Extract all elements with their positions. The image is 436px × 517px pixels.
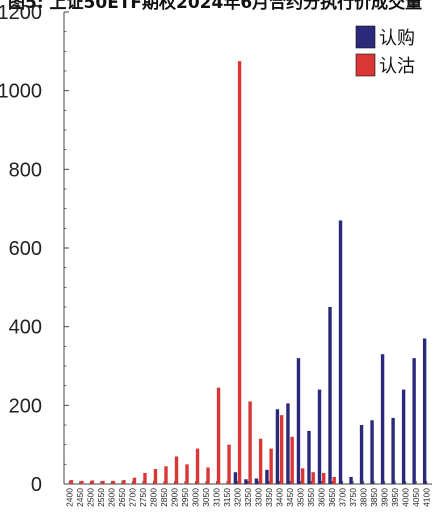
put-bar (300, 468, 305, 484)
put-bar (237, 61, 242, 485)
call-bar (422, 338, 427, 484)
x-tick-label: 4050 (411, 488, 421, 507)
x-tick-label: 2450 (75, 488, 85, 507)
x-tick-label: 3000 (190, 488, 200, 507)
put-bar (258, 438, 263, 484)
call-bar (254, 478, 259, 484)
call-bar (338, 220, 343, 484)
x-tick-label: 3350 (264, 488, 274, 507)
put-bar (227, 444, 231, 484)
x-tick-label: 2550 (96, 488, 106, 507)
x-tick-label: 3050 (201, 488, 211, 507)
put-bar (174, 456, 179, 484)
call-bar (244, 479, 248, 484)
x-tick-label: 3150 (222, 488, 232, 507)
put-bar (248, 401, 252, 484)
x-tick-label: 3700 (338, 488, 348, 507)
y-tick-label: 1200 (0, 2, 42, 24)
call-bar (286, 403, 290, 484)
x-tick-label: 2500 (85, 488, 95, 507)
call-bar (233, 472, 238, 484)
put-bar (80, 480, 84, 484)
x-tick-label: 2750 (138, 488, 148, 507)
legend-swatch (355, 25, 376, 49)
x-tick-label: 3800 (359, 488, 369, 507)
call-bar (359, 425, 364, 484)
x-tick-label: 3200 (232, 488, 242, 507)
x-tick-label: 2650 (117, 488, 127, 507)
call-bar (328, 307, 332, 484)
put-bar (311, 472, 315, 484)
y-tick-label: 1000 (0, 81, 42, 103)
call-bar (275, 409, 280, 484)
legend-label: 认沽 (379, 56, 415, 77)
chart-axes: 0 200 400 600 800 1000 1200 2400 2450 2500 2550 260… (0, 2, 432, 507)
call-bar (370, 420, 374, 484)
y-tick-label: 400 (9, 317, 42, 339)
x-tick-label: 3600 (317, 488, 327, 507)
put-bar (322, 472, 326, 484)
x-tick-label: 2400 (64, 488, 74, 507)
x-tick-label: 2800 (148, 488, 158, 507)
put-bar (101, 480, 105, 484)
call-bar (317, 389, 322, 484)
call-bar (265, 469, 269, 484)
x-tick-label: 2600 (106, 488, 116, 507)
x-tick-label: 2900 (169, 488, 179, 507)
put-bar (132, 477, 137, 484)
x-tick-label: 2700 (127, 488, 137, 507)
put-bar (269, 448, 273, 484)
call-bar (401, 389, 406, 484)
y-tick-label: 800 (9, 159, 42, 181)
x-tick-label: 3750 (348, 488, 358, 507)
put-bar (111, 480, 116, 484)
x-tick-label: 3950 (390, 488, 400, 507)
chart-title: 图5: 上证50ETF期权2024年6月合约分执行价成交量 (8, 0, 422, 13)
x-tick-label: 3100 (211, 488, 221, 507)
put-bar (122, 480, 126, 484)
legend-swatch (355, 53, 376, 77)
put-bar (290, 436, 294, 484)
y-tick-label: 200 (9, 395, 42, 417)
put-bar (279, 415, 284, 484)
put-bar (164, 466, 168, 484)
call-bar (307, 430, 311, 484)
put-bar (216, 387, 221, 484)
put-bar (195, 448, 200, 484)
put-bar (143, 472, 147, 484)
call-bar (380, 354, 385, 484)
x-tick-label: 3450 (285, 488, 295, 507)
put-bar (69, 480, 74, 484)
x-tick-label: 3500 (296, 488, 306, 507)
put-bar (332, 476, 336, 484)
call-bar (412, 358, 416, 484)
put-bar (206, 467, 210, 484)
put-bar (185, 464, 189, 484)
put-bar (153, 469, 158, 484)
x-tick-label: 2850 (159, 488, 169, 507)
x-tick-label: 2950 (180, 488, 190, 507)
x-tick-label: 4000 (401, 488, 411, 507)
chart-bars (69, 61, 427, 485)
x-tick-label: 3850 (369, 488, 379, 507)
x-tick-label: 3250 (243, 488, 253, 507)
x-tick-label: 3550 (306, 488, 316, 507)
call-bar (349, 476, 353, 484)
x-tick-label: 3900 (380, 488, 390, 507)
x-tick-label: 4100 (422, 488, 432, 507)
x-tick-label: 3400 (275, 488, 285, 507)
call-bar (296, 358, 301, 484)
x-tick-label: 3650 (327, 488, 337, 507)
legend-label: 认购 (379, 28, 415, 49)
put-bar (90, 480, 95, 484)
x-tick-label: 3300 (254, 488, 264, 507)
y-tick-label: 0 (31, 474, 42, 496)
y-tick-label: 600 (9, 238, 42, 260)
call-bar (391, 417, 395, 484)
